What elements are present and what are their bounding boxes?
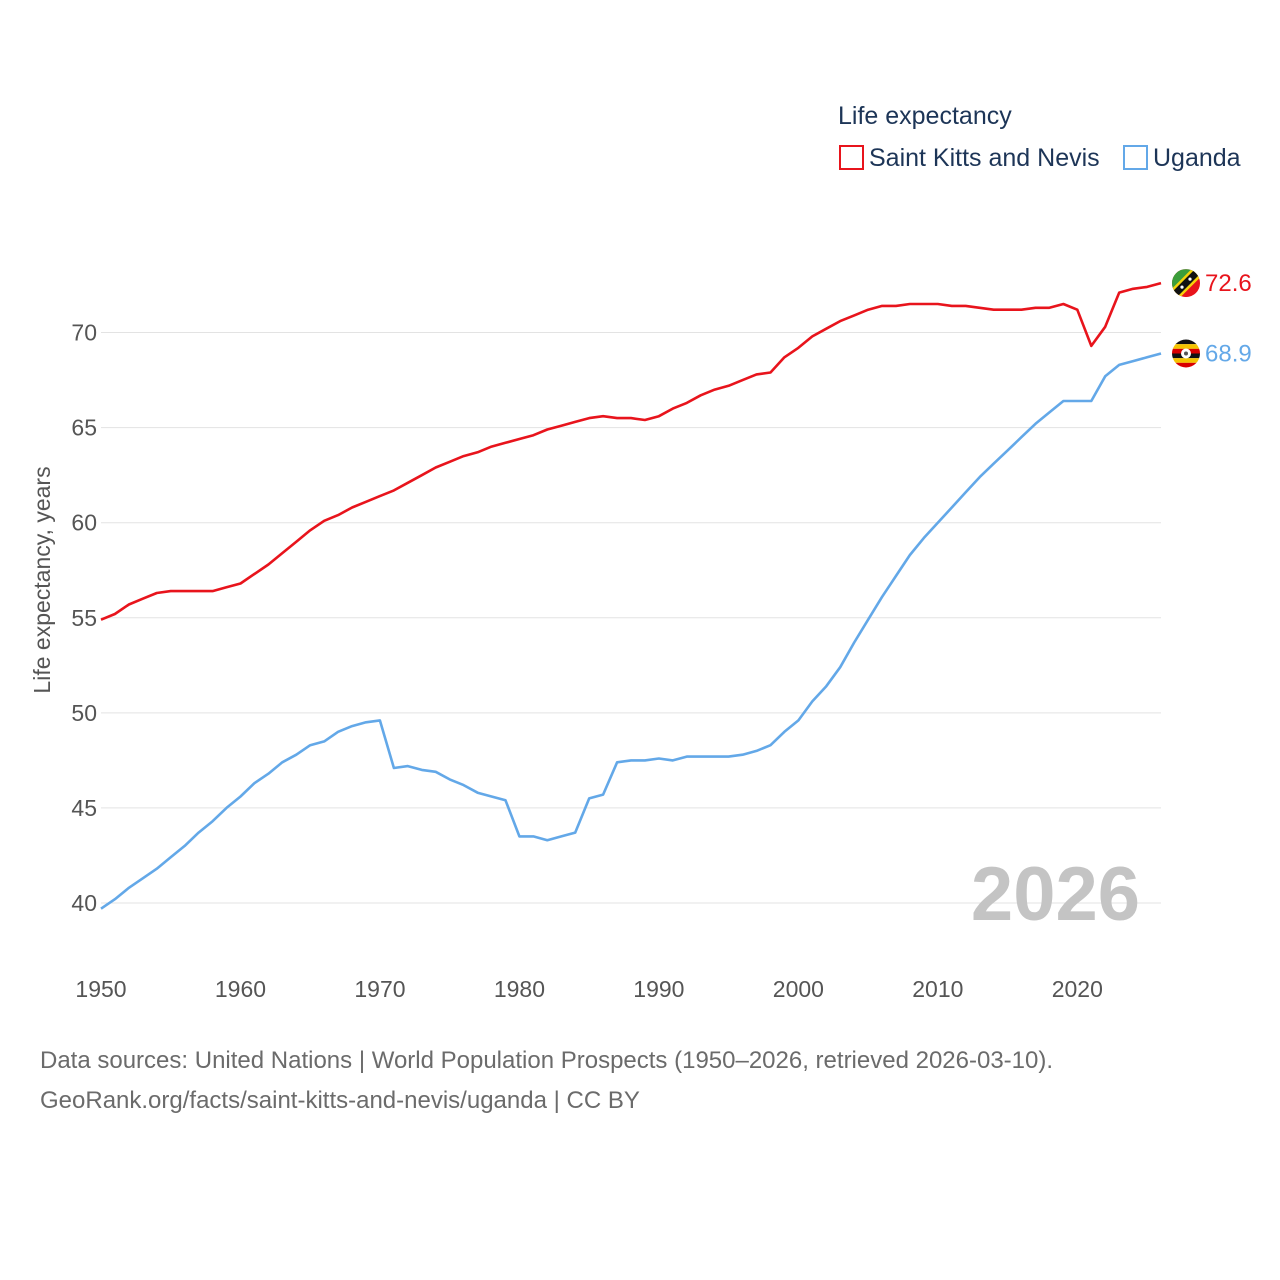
source-link[interactable]: GeoRank.org/facts/saint-kitts-and-nevis/… <box>40 1087 640 1114</box>
y-tick-40: 40 <box>71 890 97 916</box>
x-tick-1960: 1960 <box>215 976 266 1002</box>
y-tick-labels: 40 45 50 55 60 65 70 <box>71 320 97 916</box>
end-label-saint-kitts-and-nevis: 72.6 <box>1205 270 1252 297</box>
x-tick-1980: 1980 <box>494 976 545 1002</box>
y-tick-65: 65 <box>71 415 97 441</box>
y-tick-50: 50 <box>71 700 97 726</box>
y-axis-label: Life expectancy, years <box>29 466 55 693</box>
gridlines <box>101 332 1161 904</box>
y-tick-70: 70 <box>71 320 97 346</box>
end-label-uganda: 68.9 <box>1205 341 1252 368</box>
saint-kitts-and-nevis-flag-icon <box>1172 269 1200 298</box>
data-source-note: Data sources: United Nations | World Pop… <box>40 1047 1053 1074</box>
x-tick-2020: 2020 <box>1052 976 1103 1002</box>
series-lines <box>100 281 1162 910</box>
x-tick-labels: 1950 1960 1970 1980 1990 2000 2010 2020 <box>75 976 1102 1002</box>
y-tick-60: 60 <box>71 510 97 536</box>
legend-title: Life expectancy <box>838 102 1012 130</box>
uganda-flag-icon <box>1172 339 1200 368</box>
legend-swatch-saint-kitts-and-nevis[interactable] <box>839 145 864 170</box>
series-line-uganda[interactable] <box>100 352 1162 910</box>
series-line-saint-kitts-and-nevis[interactable] <box>100 281 1162 621</box>
legend-label-uganda[interactable]: Uganda <box>1153 144 1241 172</box>
y-tick-55: 55 <box>71 605 97 631</box>
x-tick-1990: 1990 <box>633 976 684 1002</box>
x-tick-1970: 1970 <box>354 976 405 1002</box>
x-tick-2010: 2010 <box>912 976 963 1002</box>
year-label: 2026 <box>971 852 1140 937</box>
x-tick-2000: 2000 <box>773 976 824 1002</box>
legend-label-saint-kitts-and-nevis[interactable]: Saint Kitts and Nevis <box>869 144 1100 172</box>
x-tick-1950: 1950 <box>75 976 126 1002</box>
legend-swatch-uganda[interactable] <box>1123 145 1148 170</box>
y-tick-45: 45 <box>71 795 97 821</box>
